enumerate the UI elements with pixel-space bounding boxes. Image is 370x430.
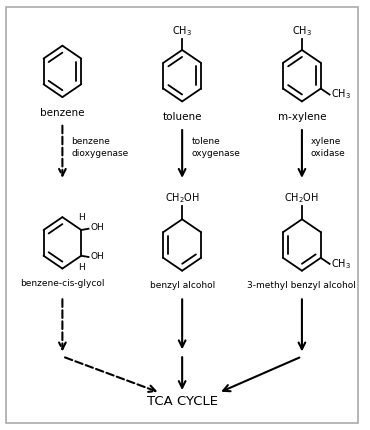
Text: CH$_3$: CH$_3$ xyxy=(292,24,312,38)
FancyBboxPatch shape xyxy=(6,7,358,423)
Text: H: H xyxy=(78,264,85,273)
Text: H: H xyxy=(78,213,85,222)
Text: TCA CYCLE: TCA CYCLE xyxy=(147,395,218,408)
Text: benzene-cis-glycol: benzene-cis-glycol xyxy=(20,280,105,288)
Text: toluene: toluene xyxy=(162,112,202,122)
Text: 3-methyl benzyl alcohol: 3-methyl benzyl alcohol xyxy=(248,281,356,290)
Text: OH: OH xyxy=(90,223,104,232)
Text: CH$_3$: CH$_3$ xyxy=(172,24,192,38)
Text: tolene
oxygenase: tolene oxygenase xyxy=(191,138,240,157)
Text: benzene
dioxygenase: benzene dioxygenase xyxy=(71,138,129,157)
Text: xylene
oxidase: xylene oxidase xyxy=(311,138,346,157)
Text: CH$_2$OH: CH$_2$OH xyxy=(285,191,319,205)
Text: CH$_2$OH: CH$_2$OH xyxy=(165,191,200,205)
Text: CH$_3$: CH$_3$ xyxy=(331,257,351,271)
Text: CH$_3$: CH$_3$ xyxy=(332,88,351,101)
Text: benzene: benzene xyxy=(40,108,85,118)
Text: benzyl alcohol: benzyl alcohol xyxy=(149,281,215,290)
Text: OH: OH xyxy=(90,252,104,261)
Text: m-xylene: m-xylene xyxy=(278,112,326,122)
